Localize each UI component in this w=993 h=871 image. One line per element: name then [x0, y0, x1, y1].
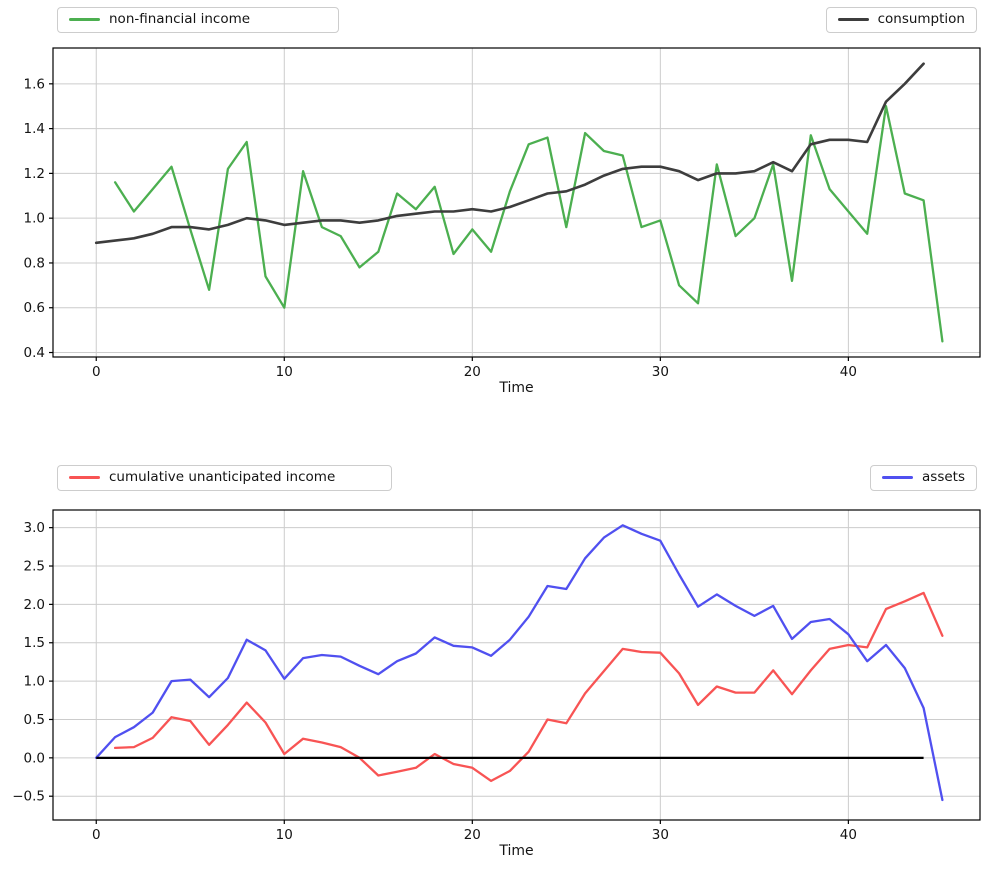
axis-tick-labels: 0 10 20 30 40 0.4 0.6 0.8 1.0 1.2 1.4 1.6	[24, 76, 857, 380]
legend-consumption: consumption	[825, 7, 977, 33]
legend-label: consumption	[877, 11, 965, 27]
legend-label: non-financial income	[109, 11, 251, 27]
x-tick-label: 20	[464, 827, 481, 843]
y-tick-label: 2.0	[24, 597, 45, 613]
y-tick-label: 3.0	[24, 520, 45, 536]
x-tick-label: 10	[276, 827, 293, 843]
x-tick-label: 30	[652, 364, 669, 380]
assets-line	[95, 524, 944, 802]
consumption-line	[94, 62, 925, 245]
x-tick-label: 0	[92, 364, 101, 380]
y-tick-label: 0.4	[24, 345, 45, 361]
red-line-swatch-icon	[69, 476, 100, 480]
y-tick-label: −0.5	[12, 789, 45, 805]
legend-label: cumulative unanticipated income	[109, 469, 336, 485]
x-tick-label: 30	[652, 827, 669, 843]
y-tick-label: 1.4	[24, 121, 45, 137]
legend-non-financial-income: non-financial income	[57, 7, 339, 33]
green-line-swatch-icon	[69, 18, 100, 22]
y-tick-label: 0.0	[24, 750, 45, 766]
axes-spines	[52, 47, 981, 358]
y-tick-label: 2.5	[24, 559, 45, 575]
bottom-chart-xlabel: Time	[499, 843, 534, 859]
x-tick-label: 20	[464, 364, 481, 380]
legend-cumulative-unanticipated-income: cumulative unanticipated income	[57, 465, 392, 491]
x-tick-label: 40	[840, 827, 857, 843]
y-tick-label: 0.6	[24, 300, 45, 316]
legend-assets: assets	[870, 465, 977, 491]
x-tick-label: 10	[276, 364, 293, 380]
y-tick-label: 1.2	[24, 166, 45, 182]
y-tick-label: 1.0	[24, 674, 45, 690]
y-tick-label: 0.5	[24, 712, 45, 728]
axis-tick-labels: 0 10 20 30 40 −0.5 0.0 0.5 1.0 1.5 2.0 2.5 3.0	[12, 520, 857, 843]
y-tick-label: 1.5	[24, 635, 45, 651]
y-tick-label: 0.8	[24, 255, 45, 271]
cumulative-unanticipated-income-line	[113, 591, 944, 783]
grid-lines	[53, 510, 980, 820]
legend-label: assets	[922, 469, 965, 485]
grid-lines	[53, 48, 980, 357]
dark-line-swatch-icon	[837, 18, 869, 22]
x-tick-label: 0	[92, 827, 101, 843]
top-chart-xlabel: Time	[499, 380, 534, 396]
non-financial-income-line	[113, 105, 944, 343]
axes-spines	[52, 509, 981, 821]
top-chart: 0 10 20 30 40 0.4 0.6 0.8 1.0 1.2 1.4 1.6	[24, 47, 981, 380]
x-tick-label: 40	[840, 364, 857, 380]
y-tick-label: 1.6	[24, 76, 45, 92]
bottom-chart: 0 10 20 30 40 −0.5 0.0 0.5 1.0 1.5 2.0 2.5 3.0	[12, 509, 981, 843]
y-tick-label: 1.0	[24, 211, 45, 227]
blue-line-swatch-icon	[882, 476, 914, 480]
